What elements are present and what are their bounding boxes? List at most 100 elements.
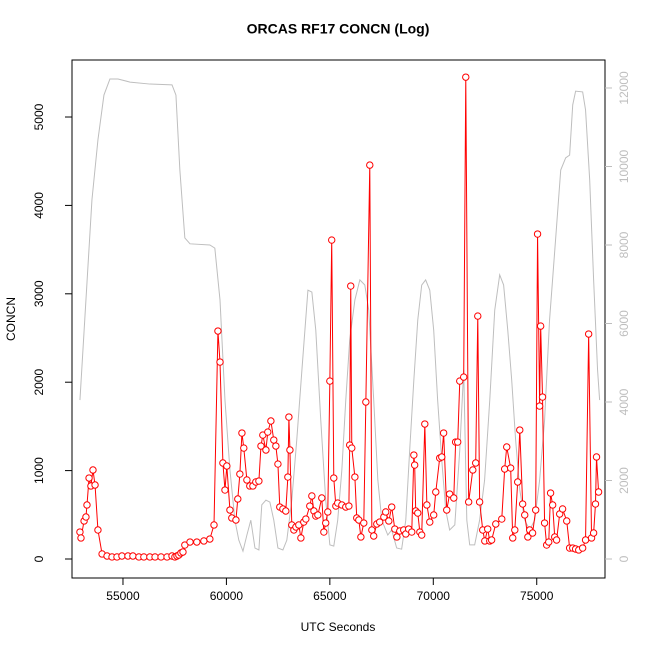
data-point (584, 330, 593, 338)
data-point (454, 438, 462, 446)
y-tick-label: 5000 (32, 103, 46, 130)
data-point (206, 535, 214, 543)
y2-tick-label: 2000 (617, 467, 631, 494)
data-point (578, 544, 587, 552)
data-point (513, 478, 522, 486)
data-point (531, 506, 540, 514)
data-point (255, 477, 263, 485)
y2-tick-label: 8000 (617, 231, 631, 258)
data-point (474, 312, 482, 320)
x-tick-label: 55000 (106, 589, 140, 603)
x-tick-label: 75000 (520, 589, 554, 603)
data-point (528, 529, 537, 537)
data-point (216, 358, 224, 366)
data-point (500, 465, 509, 473)
data-point (509, 534, 517, 542)
data-point (464, 498, 473, 506)
data-point (563, 517, 571, 525)
data-point (426, 518, 434, 526)
data-point (267, 417, 275, 425)
data-point (85, 474, 93, 482)
data-point (591, 500, 600, 508)
data-point (262, 446, 270, 454)
data-point (475, 498, 484, 506)
y-tick-label: 4000 (32, 192, 46, 219)
data-point (285, 413, 293, 421)
data-point (324, 508, 332, 516)
data-point (351, 473, 359, 481)
data-point (487, 536, 496, 544)
data-point (558, 505, 567, 513)
data-point (314, 511, 322, 519)
data-point (306, 502, 314, 510)
data-point (410, 461, 419, 469)
data-point (94, 526, 102, 534)
data-point (516, 426, 524, 434)
data-point (345, 502, 353, 510)
data-point (193, 538, 201, 546)
data-point (408, 528, 416, 536)
data-point (430, 511, 438, 519)
data-point (552, 536, 561, 544)
data-point (518, 500, 527, 508)
data-point (385, 517, 393, 525)
y-tick-label: 0 (32, 555, 46, 562)
data-point (360, 519, 368, 527)
data-point (533, 230, 542, 238)
data-point (592, 453, 601, 461)
data-point (450, 494, 458, 502)
data-point (234, 495, 242, 503)
data-point (221, 486, 229, 494)
data-point (118, 552, 126, 560)
data-point (418, 531, 426, 539)
data-point (546, 489, 555, 497)
data-point (140, 553, 148, 561)
data-point (223, 462, 231, 470)
data-point (328, 236, 336, 244)
y-tick-label: 2000 (32, 369, 46, 396)
data-point (240, 444, 248, 452)
data-point (423, 501, 431, 509)
data-point (368, 526, 376, 534)
y2-tick-label: 0 (617, 555, 631, 562)
data-point (376, 518, 384, 526)
data-point (129, 552, 137, 560)
data-point (472, 459, 480, 467)
data-point (506, 464, 515, 472)
data-point (243, 476, 251, 484)
data-point (511, 526, 519, 534)
data-point (492, 520, 500, 528)
data-point (330, 474, 338, 482)
data-point (91, 481, 99, 489)
data-point (238, 429, 246, 437)
x-tick-label: 70000 (417, 589, 451, 603)
data-point (370, 532, 378, 540)
data-point (347, 282, 355, 290)
data-point (77, 534, 85, 542)
data-point (538, 393, 547, 401)
data-point (151, 553, 159, 561)
data-point (521, 511, 529, 519)
data-point (393, 533, 401, 541)
data-point (236, 470, 244, 478)
data-point (594, 488, 603, 496)
y2-tick-label: 6000 (617, 310, 631, 337)
data-point (284, 473, 292, 481)
data-point (443, 506, 451, 514)
data-point (257, 442, 265, 450)
data-point (89, 466, 97, 474)
data-point (498, 515, 506, 523)
x-tick-label: 60000 (210, 589, 244, 603)
data-point (439, 429, 448, 437)
data-point (581, 536, 590, 544)
y-tick-label: 1000 (32, 457, 46, 484)
data-point (270, 436, 278, 444)
data-point (503, 443, 511, 451)
data-point (535, 402, 544, 410)
data-point (536, 322, 545, 330)
data-point (548, 501, 557, 509)
y2-tick-label: 4000 (617, 388, 631, 415)
